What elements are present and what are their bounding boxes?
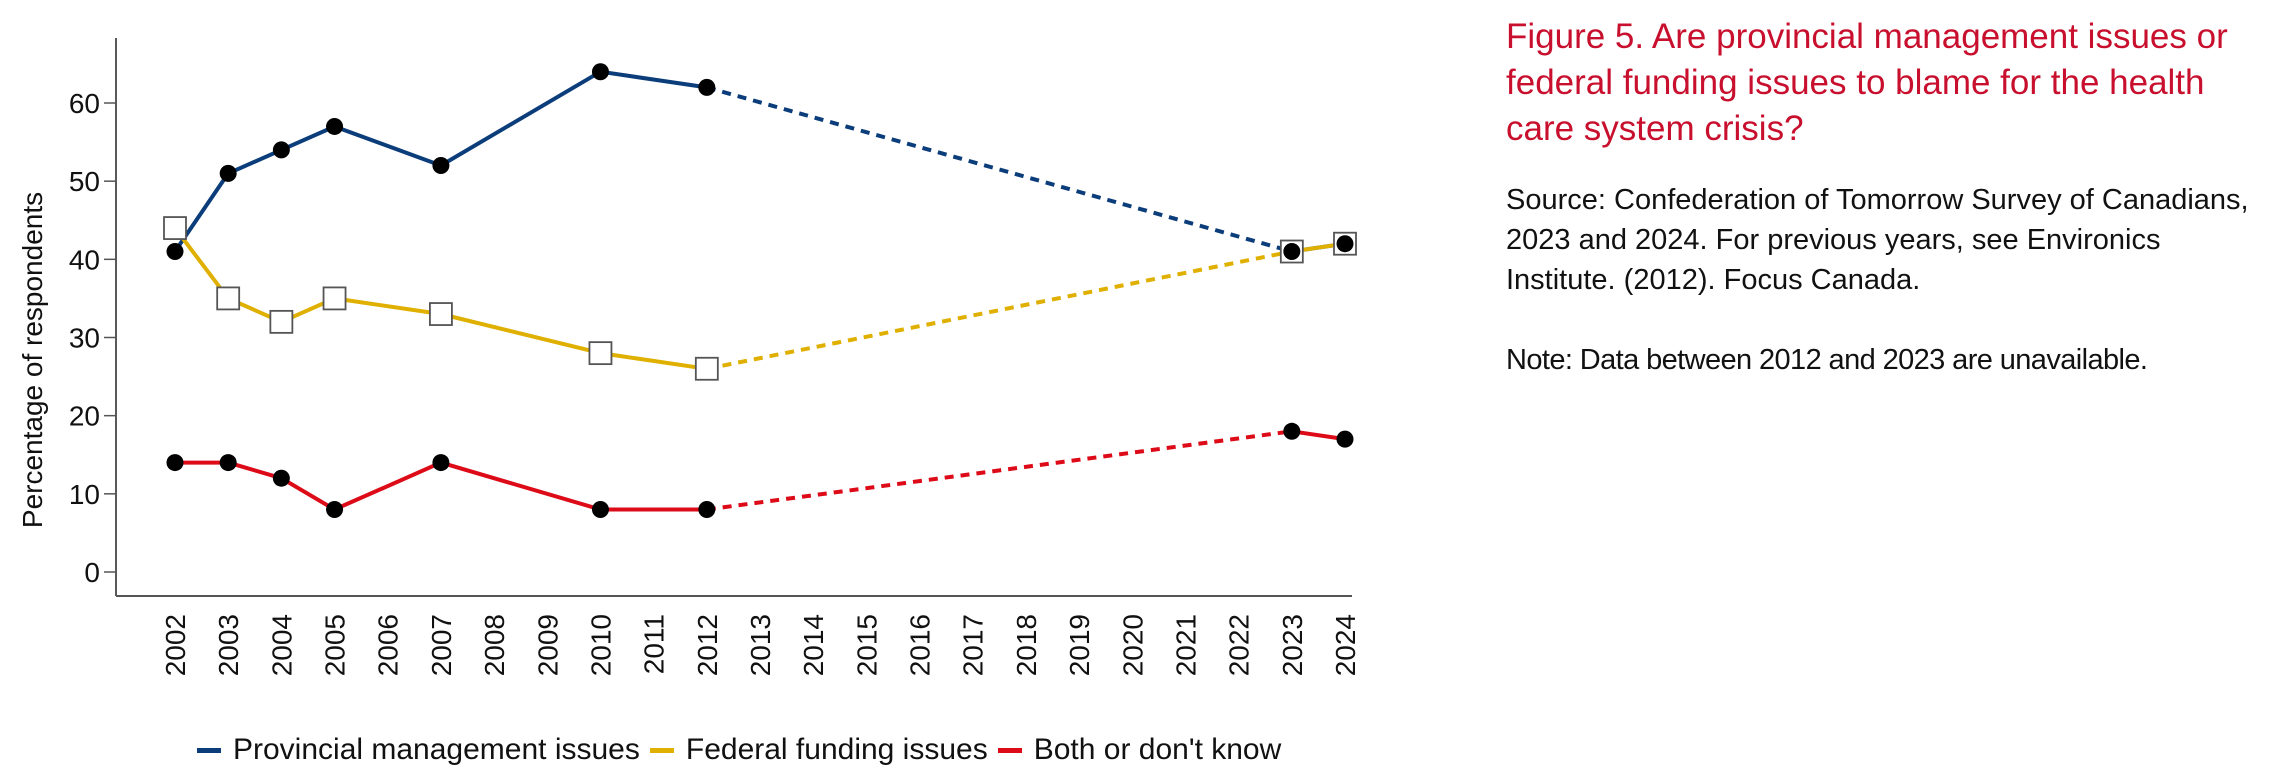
data-point-both	[591, 500, 609, 518]
x-tick-label: 2018	[1011, 614, 1042, 676]
legend-swatch-provincial	[197, 747, 221, 753]
x-tick-label: 2017	[958, 614, 989, 676]
data-point-provincial	[166, 243, 184, 261]
x-tick-label: 2002	[160, 614, 191, 676]
line-chart: 2002 2003 2004 2005 2006 2007 2008 2009 2010 2011…	[17, 38, 1361, 676]
legend-label-provincial: Provincial management issues	[233, 733, 640, 766]
y-tick-label: 40	[69, 244, 100, 275]
series-line-both-recent	[1291, 429, 1346, 442]
series-gap-line-both	[706, 429, 1293, 512]
data-point-both	[326, 500, 344, 518]
data-point-federal	[694, 356, 719, 381]
series-gap-line-federal	[706, 249, 1293, 371]
data-point-provincial	[432, 157, 450, 175]
series-gap-line-provincial	[706, 85, 1293, 254]
axes	[104, 38, 1352, 597]
figure-source: Source: Confederation of Tomorrow Survey…	[1506, 184, 2249, 296]
legend-item-federal: Federal funding issues	[649, 733, 988, 767]
series-lines	[173, 69, 1346, 512]
data-point-federal	[269, 309, 294, 334]
x-tick-label: 2016	[905, 614, 936, 676]
x-tick-label: 2014	[798, 614, 829, 676]
data-point-federal	[216, 286, 241, 311]
data-point-provincial	[272, 141, 290, 159]
y-tick-label: 60	[69, 88, 100, 119]
data-point-federal	[588, 341, 613, 366]
x-tick-label: 2003	[213, 614, 244, 676]
y-tick-label: 10	[69, 479, 100, 510]
x-tick-label: 2013	[745, 614, 776, 676]
x-tick-label: 2004	[266, 614, 297, 676]
x-tick-label: 2019	[1064, 614, 1095, 676]
x-tick-label: 2023	[1277, 614, 1308, 676]
data-point-provincial	[219, 164, 237, 182]
y-tick-label: 20	[69, 401, 100, 432]
legend-label-both: Both or don't know	[1033, 733, 1282, 766]
figure-title: Figure 5. Are provincial management issu…	[1506, 17, 2228, 148]
data-point-federal	[429, 302, 453, 326]
x-tick-label: 2012	[692, 614, 723, 676]
y-axis-label: Percentage of respondents	[17, 192, 48, 528]
x-tick-label: 2010	[585, 614, 616, 676]
series-line-federal	[173, 226, 708, 371]
data-point-both	[1336, 430, 1354, 448]
x-tick-label: 2022	[1224, 614, 1255, 676]
y-tick-label: 0	[84, 557, 100, 588]
data-point-provincial	[1283, 243, 1301, 261]
x-tick-label: 2007	[426, 614, 457, 676]
legend-swatch-both	[997, 747, 1022, 753]
legend: Provincial management issues Federal fun…	[197, 733, 1291, 767]
data-point-both	[272, 469, 290, 487]
legend-label-federal: Federal funding issues	[685, 733, 988, 766]
data-point-provincial	[326, 117, 344, 135]
data-point-both	[166, 454, 184, 472]
data-point-federal	[322, 286, 347, 311]
data-point-provincial	[591, 63, 609, 81]
y-tick-label: 30	[69, 323, 100, 354]
x-tick-label: 2005	[320, 614, 351, 676]
figure-caption: Figure 5. Are provincial management issu…	[1506, 14, 2266, 380]
data-point-both	[219, 454, 237, 472]
data-point-provincial	[698, 78, 716, 96]
y-tick-labels: 0 10 20 30 40 50 60	[69, 88, 100, 588]
x-tick-label: 2024	[1330, 614, 1361, 676]
x-tick-label: 2009	[532, 614, 563, 676]
figure-note: Note: Data between 2012 and 2023 are una…	[1506, 344, 2148, 376]
data-point-both	[698, 500, 716, 518]
x-tick-label: 2021	[1170, 614, 1201, 676]
data-point-both	[1283, 422, 1301, 440]
x-tick-label: 2020	[1117, 614, 1148, 676]
series-markers	[163, 63, 1357, 518]
x-tick-label: 2011	[639, 614, 670, 674]
data-point-federal	[163, 216, 187, 240]
y-tick-label: 50	[69, 166, 100, 197]
data-point-both	[432, 454, 450, 472]
x-tick-labels: 2002 2003 2004 2005 2006 2007 2008 2009 2010 2011…	[160, 614, 1361, 676]
legend-swatch-federal	[649, 747, 674, 753]
legend-item-provincial: Provincial management issues	[197, 733, 640, 767]
x-tick-label: 2015	[851, 614, 882, 676]
x-tick-label: 2008	[479, 614, 510, 676]
data-point-provincial	[1336, 235, 1354, 253]
x-tick-label: 2006	[373, 614, 404, 676]
legend-item-both: Both or don't know	[997, 733, 1282, 767]
